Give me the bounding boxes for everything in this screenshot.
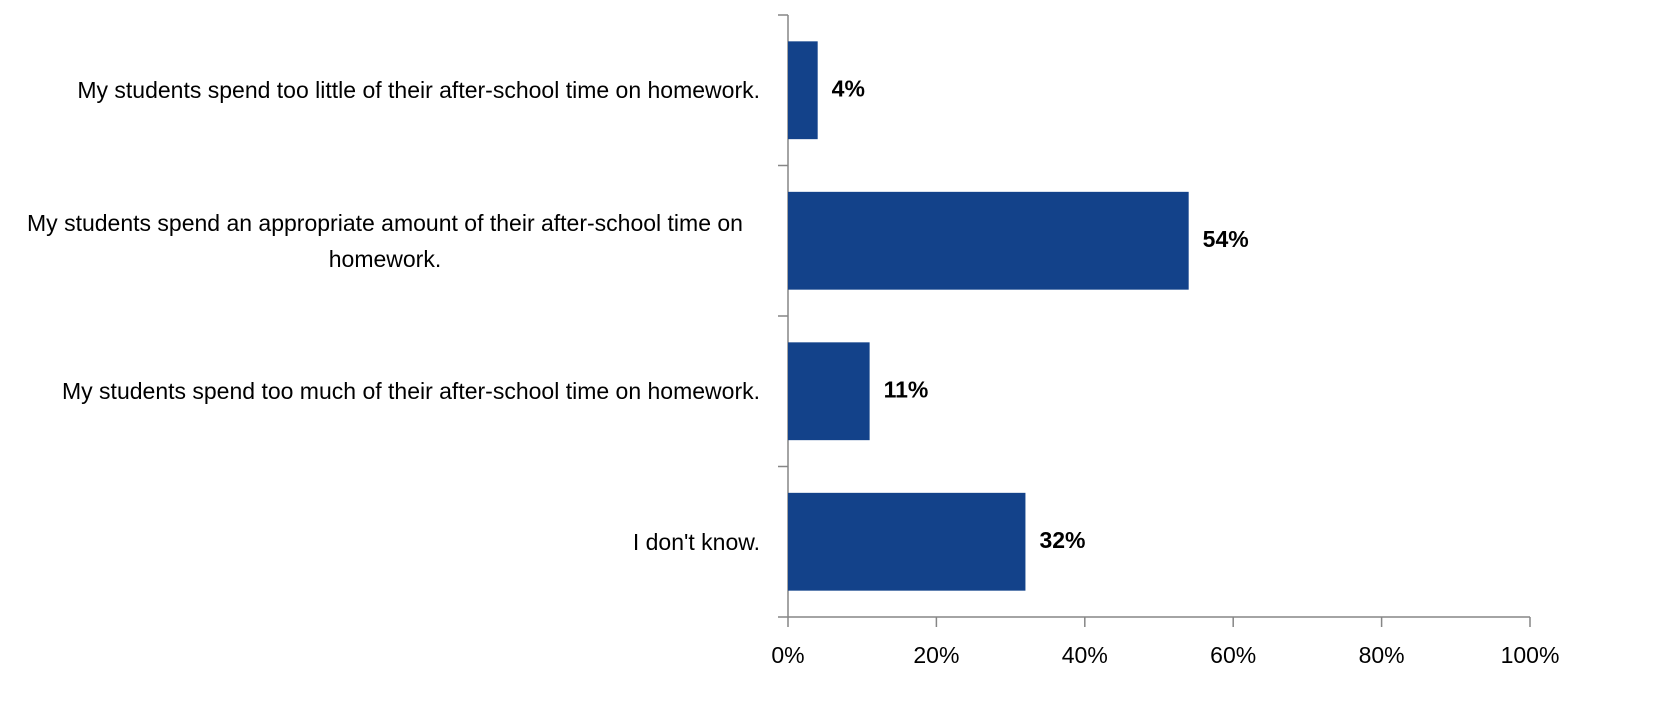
category-label: My students spend too much of their afte… [62,378,760,405]
category-label: My students spend an appropriate amount … [27,209,743,272]
bar [788,41,818,140]
x-tick-label: 40% [1062,642,1108,668]
x-tick-label: 80% [1359,642,1405,668]
x-tick-label: 100% [1501,642,1560,668]
value-label: 4% [832,75,865,101]
bar [788,492,1026,591]
category-label: My students spend too little of their af… [77,77,760,104]
value-label: 54% [1203,226,1249,252]
bar [788,191,1189,290]
x-tick-label: 0% [771,642,804,668]
x-tick-label: 60% [1210,642,1256,668]
x-tick-label: 20% [913,642,959,668]
value-label: 11% [884,376,929,402]
category-label: I don't know. [632,528,760,555]
bar [788,342,870,441]
value-label: 32% [1039,527,1085,553]
